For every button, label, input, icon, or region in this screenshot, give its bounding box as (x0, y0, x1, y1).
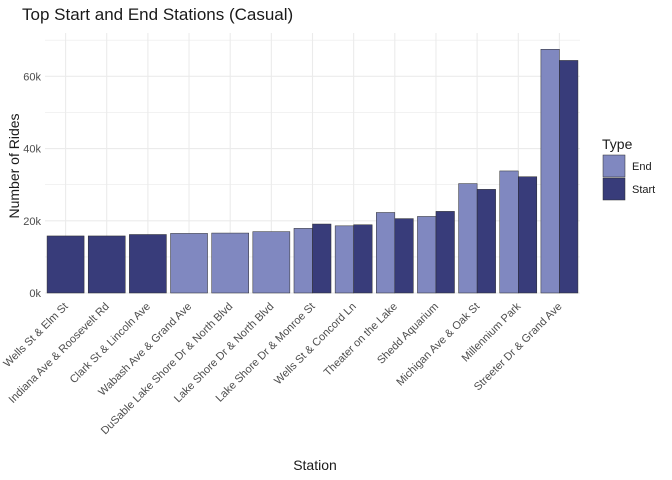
x-tick-label: Streeter Dr & Grand Ave (472, 301, 565, 394)
bar-start (87, 235, 126, 294)
y-axis-ticks: 0k 20k 40k 60k (23, 71, 41, 300)
bar-end (334, 225, 354, 294)
y-tick-label: 0k (29, 288, 41, 300)
bar-end (376, 212, 396, 294)
bar-start (394, 218, 414, 294)
bar-start (559, 60, 579, 294)
bar-start (46, 235, 85, 294)
bar-end (458, 183, 478, 294)
bar-start (435, 211, 455, 294)
x-tick-label: Theater on the Lake (322, 301, 400, 379)
x-tick-label: Michigan Ave & Oak St (394, 301, 482, 389)
y-tick-label: 20k (23, 216, 41, 228)
legend-key-end (602, 154, 626, 178)
bar-start (476, 189, 496, 294)
bar-end (499, 170, 519, 294)
bar-start (129, 234, 167, 294)
bar-end (540, 49, 560, 294)
legend-title: Type (602, 136, 633, 152)
bar-end (417, 216, 437, 294)
bar-start (353, 224, 373, 294)
legend: Type End Start (602, 136, 655, 201)
bar-layer (46, 49, 579, 294)
legend-label-end: End (632, 161, 652, 173)
y-axis-title: Number of Rides (6, 113, 22, 218)
bar-start (518, 176, 538, 294)
y-tick-label: 60k (23, 71, 41, 83)
y-tick-label: 40k (23, 144, 41, 156)
bar-end (211, 232, 249, 294)
bar-end (293, 228, 313, 294)
bar-end (170, 233, 208, 294)
bar-end (252, 231, 291, 294)
legend-label-start: Start (632, 184, 655, 196)
chart-title: Top Start and End Stations (Casual) (22, 5, 293, 24)
legend-key-start (602, 177, 626, 201)
bar-start (312, 223, 332, 294)
x-tick-label: Wells St & Concord Ln (272, 301, 359, 388)
x-tick-label: Clark St & Lincoln Ave (68, 301, 153, 386)
x-axis-title: Station (293, 457, 337, 473)
